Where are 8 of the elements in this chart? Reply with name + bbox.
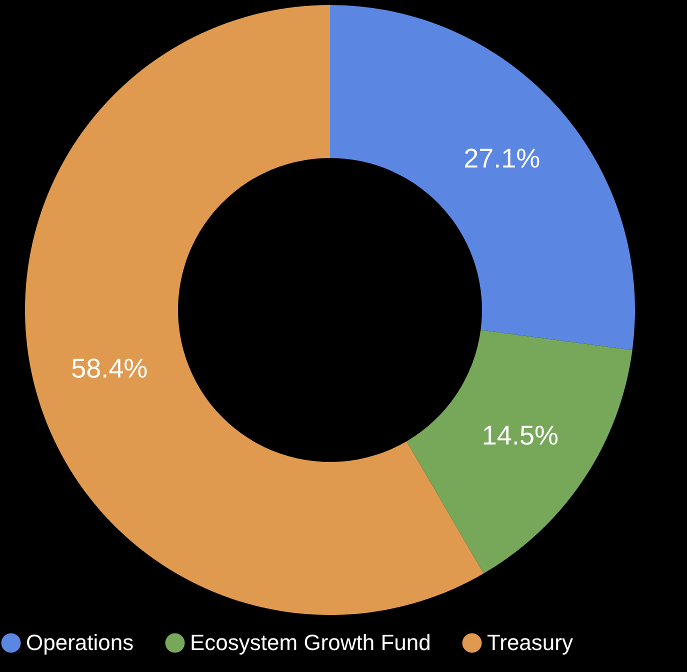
legend-label: Operations — [26, 630, 134, 655]
data-label: 27.1% — [464, 143, 540, 174]
legend-label: Treasury — [487, 630, 573, 655]
data-label: 14.5% — [482, 420, 558, 451]
data-label: 58.4% — [71, 354, 148, 384]
donut-slice — [406, 330, 632, 574]
legend-label: Ecosystem Growth Fund — [190, 630, 431, 655]
donut-slice — [330, 5, 635, 350]
